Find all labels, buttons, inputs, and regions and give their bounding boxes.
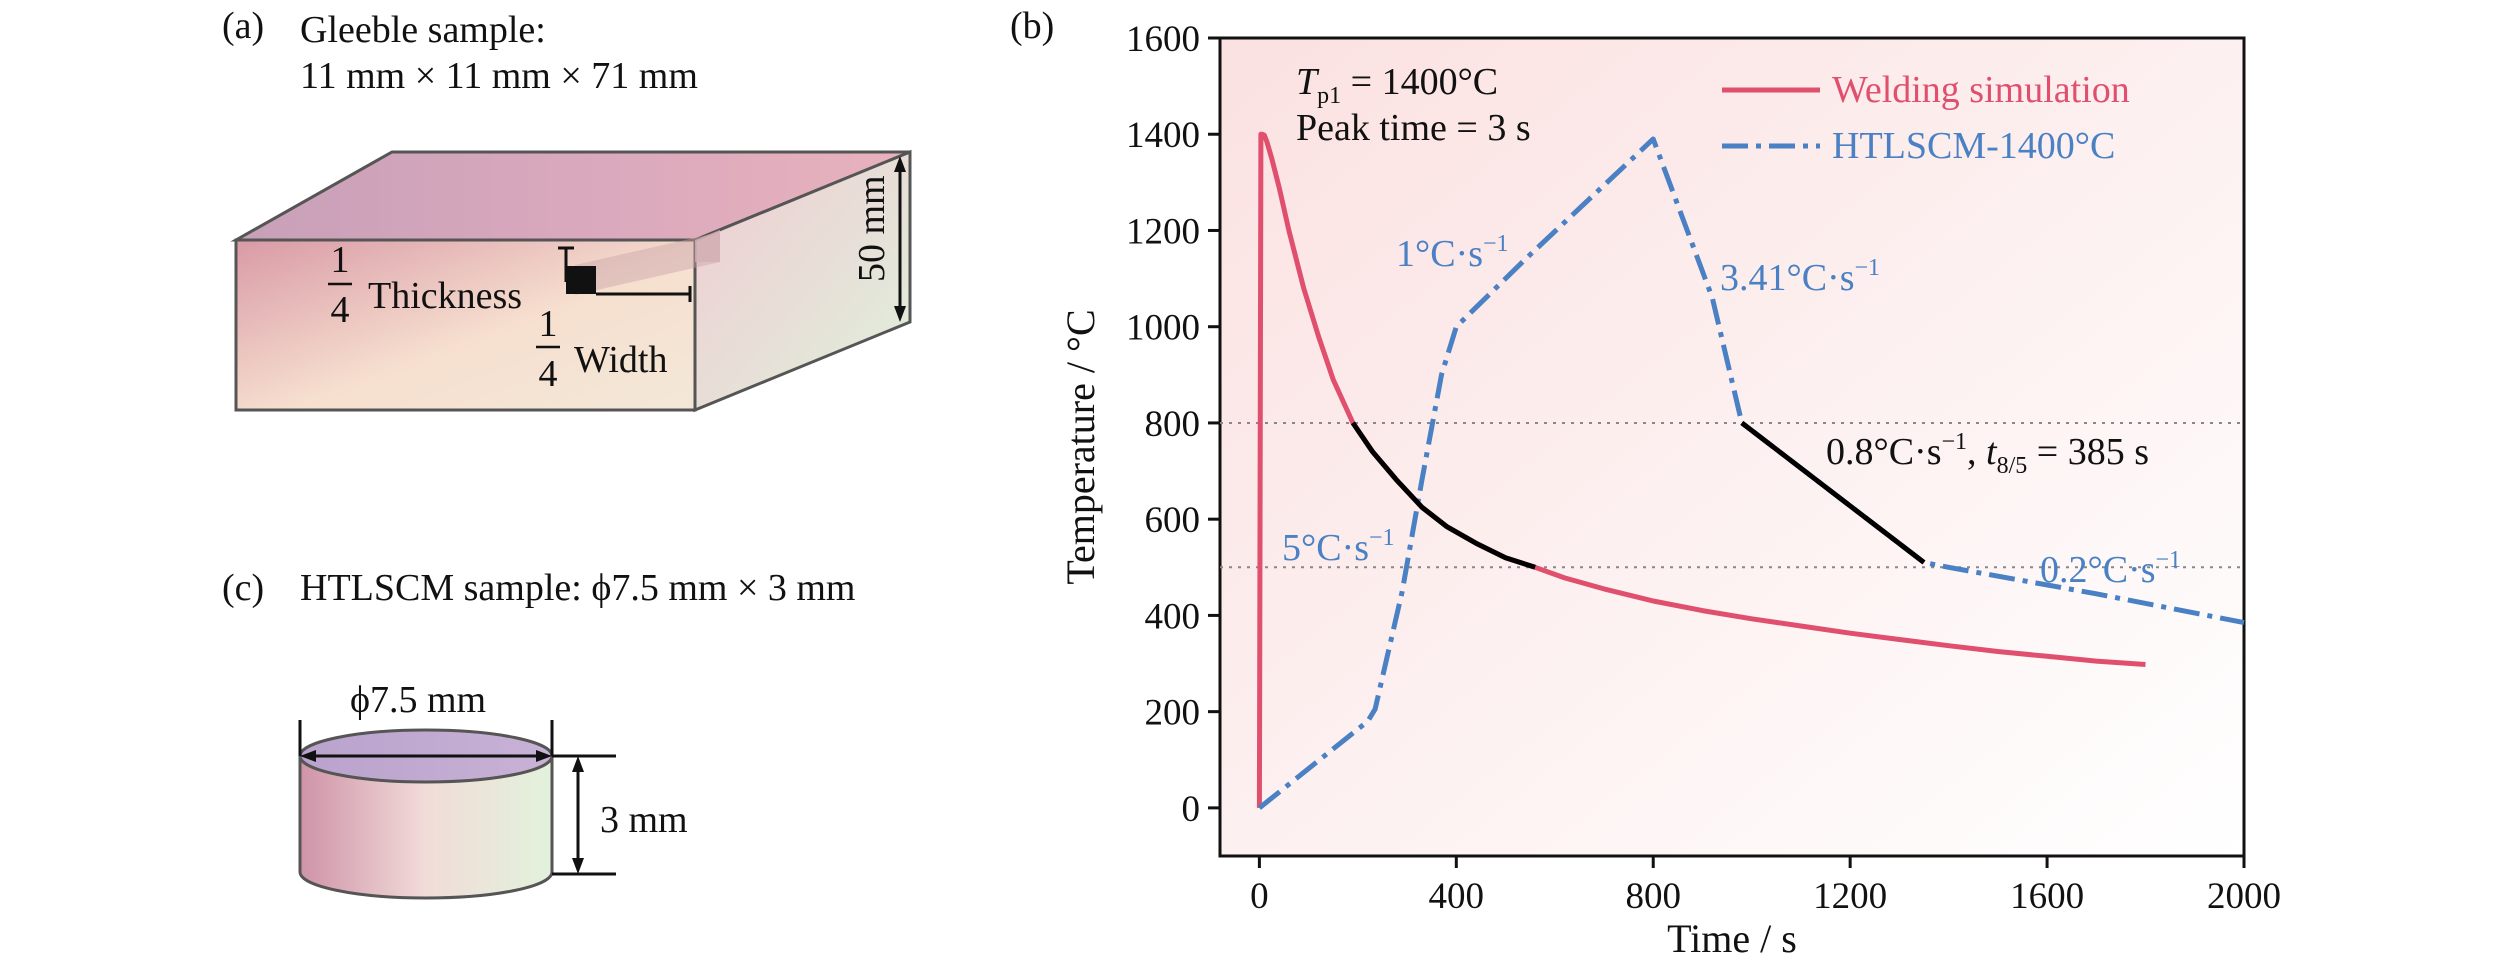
y-tick-label: 1400	[1126, 115, 1200, 156]
t85-segment-line	[1740, 420, 1926, 565]
panel-a: (a) Gleeble sample: 11 mm × 11 mm × 71 m…	[222, 5, 912, 413]
height-arrow-top-c	[572, 756, 584, 772]
panel-c-title: HTLSCM sample: ϕ7.5 mm × 3 mm	[300, 567, 856, 609]
height-dim-arrow-bottom	[894, 306, 906, 322]
height-arrow-bottom-c	[572, 858, 584, 874]
legend: Welding simulation HTLSCM-1400°C	[1722, 69, 2130, 167]
y-tick-label: 200	[1145, 693, 1201, 734]
rate-02-annotation: 0.2°C·s−1	[2040, 547, 2181, 591]
diameter-arrow-left	[300, 750, 316, 762]
rate-341-annotation: 3.41°C·s−1	[1720, 255, 1880, 299]
legend-label-welding: Welding simulation	[1832, 69, 2130, 111]
sample-marker	[566, 266, 596, 294]
panel-c: (c) HTLSCM sample: ϕ7.5 mm × 3 mm ϕ7.5 m…	[222, 567, 856, 900]
height-label: 50 mm	[851, 175, 893, 282]
y-axis-label: Temperature / °C	[1058, 309, 1103, 584]
width-frac-den: 4	[539, 353, 558, 395]
x-axis: 0 400 800 1200 1600 2000	[1250, 856, 2281, 917]
x-tick-label: 400	[1429, 876, 1485, 917]
y-tick-label: 600	[1145, 500, 1201, 541]
y-tick-label: 0	[1182, 789, 1201, 830]
panel-a-dims: 11 mm × 11 mm × 71 mm	[300, 55, 698, 97]
legend-label-htlscm: HTLSCM-1400°C	[1832, 125, 2115, 167]
series-layer	[1256, 131, 2245, 810]
x-tick-label: 1600	[2010, 876, 2084, 917]
plot-area	[1218, 36, 2246, 858]
box-sample-bar	[575, 232, 720, 295]
rate-08-annotation: 0.8°C·s−1, t8/5 = 385 s	[1826, 429, 2149, 479]
rate-1-annotation: 1°C·s−1	[1396, 231, 1509, 275]
x-tick-label: 1200	[1813, 876, 1887, 917]
x-tick-label: 2000	[2207, 876, 2281, 917]
y-tick-label: 800	[1145, 404, 1201, 445]
thickness-frac-num: 1	[331, 239, 350, 281]
rate-5-annotation: 5°C·s−1	[1282, 525, 1395, 569]
x-tick-label: 800	[1625, 876, 1681, 917]
x-tick-label: 0	[1250, 876, 1269, 917]
diameter-label: ϕ7.5 mm	[350, 679, 486, 721]
y-tick-label: 400	[1145, 596, 1201, 637]
thickness-label: Thickness	[368, 275, 522, 317]
panel-b-tag: (b)	[1010, 5, 1054, 47]
height-label-c: 3 mm	[600, 799, 688, 841]
y-tick-label: 1000	[1126, 308, 1200, 349]
y-tick-label: 1200	[1126, 211, 1200, 252]
t85-segment-line	[1350, 421, 1536, 570]
height-dim-arrow-top	[894, 156, 906, 172]
diameter-arrow-right	[536, 750, 552, 762]
panel-a-tag: (a)	[222, 5, 264, 47]
htlscm-series-line	[1257, 136, 2245, 810]
thickness-frac-den: 4	[331, 289, 350, 331]
y-axis: 0 200 400 600 800 1000 1200 1400 1600	[1126, 19, 1220, 830]
cylinder-body	[298, 754, 554, 900]
box-groove	[695, 230, 720, 262]
panel-c-tag: (c)	[222, 567, 264, 609]
tp1-annotation: Tp1 = 1400°C	[1296, 61, 1498, 109]
y-tick-label: 1600	[1126, 19, 1200, 60]
width-frac-num: 1	[539, 303, 558, 345]
peak-time-annotation: Peak time = 3 s	[1296, 107, 1531, 149]
panel-a-title: Gleeble sample:	[300, 9, 546, 51]
chart-b: (b) 0 400 800 1200 1600 2000 0 200 400 600 800 100…	[1010, 5, 2281, 961]
x-axis-label: Time / s	[1667, 916, 1797, 961]
width-label: Width	[574, 339, 667, 381]
